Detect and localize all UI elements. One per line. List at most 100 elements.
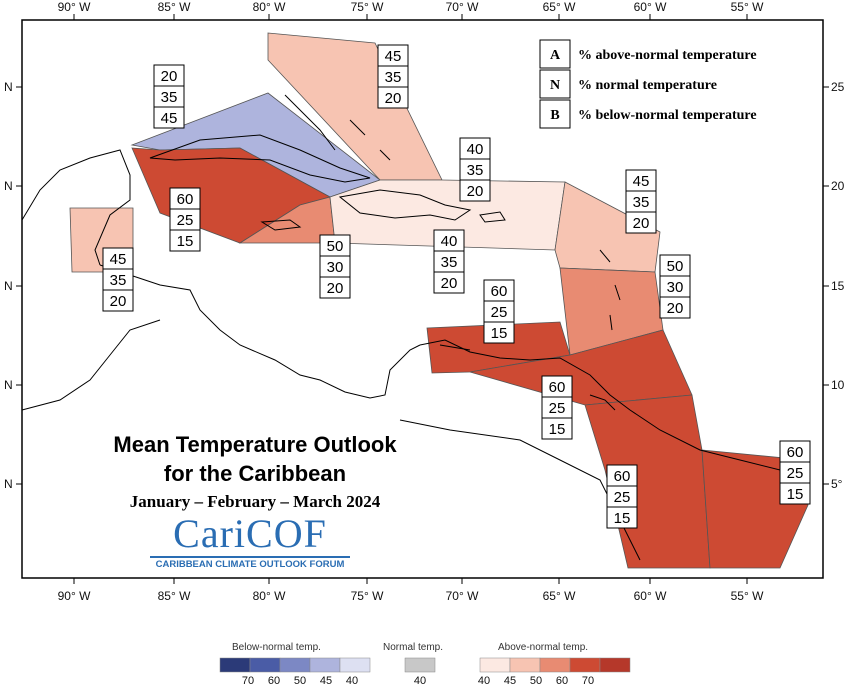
zone-box-value: 25	[177, 212, 194, 229]
axis-right-label: 5°	[831, 477, 843, 491]
zone-box-value: 60	[177, 191, 194, 208]
zone-box-value: 15	[787, 486, 804, 503]
scale-below-tick: 70	[242, 675, 254, 684]
axis-top-label: 75° W	[351, 0, 384, 14]
axis-right-label: 20	[831, 179, 845, 193]
scale-normal-tick: 40	[414, 675, 426, 684]
zone-box-value: 45	[110, 251, 127, 268]
zone-box-cell	[625, 211, 657, 234]
legend-key-box-a	[539, 39, 571, 69]
axis-top-label: 65° W	[543, 0, 576, 14]
axis-bottom-label: 75° W	[351, 589, 384, 603]
axis-left-label: N	[4, 477, 13, 491]
zone-box-value: 30	[327, 259, 344, 276]
axis-top-label: 90° W	[58, 0, 91, 14]
zone-box-value: 30	[667, 279, 684, 296]
axis-bottom-label: 65° W	[543, 589, 576, 603]
scale-above-swatch	[539, 657, 571, 673]
scale-above-tick: 60	[556, 675, 568, 684]
zone-box-value: 45	[633, 173, 650, 190]
zone-box-value: 20	[327, 280, 344, 297]
zone-box-value: 35	[161, 89, 178, 106]
scale-below-swatch	[339, 657, 371, 673]
scale-above-swatch	[569, 657, 601, 673]
axis-left-label: N	[4, 80, 13, 94]
axis-top-label: 60° W	[634, 0, 667, 14]
axis-bottom-label: 80° W	[253, 589, 286, 603]
zone-box-value: 25	[491, 304, 508, 321]
zone-box-value: 60	[614, 468, 631, 485]
axis-top-label: 55° W	[731, 0, 764, 14]
scale-above-swatch	[599, 657, 631, 673]
axis-top-label: 80° W	[253, 0, 286, 14]
zone-box-value: 50	[667, 258, 684, 275]
zone-box-cell	[153, 106, 185, 129]
axis-right-label: 10	[831, 378, 845, 392]
zone-box-value: 35	[633, 194, 650, 211]
scale-below-tick: 45	[320, 675, 332, 684]
axis-top-label: 70° W	[446, 0, 479, 14]
scale-above-tick: 70	[582, 675, 594, 684]
zone-box-cell	[102, 289, 134, 312]
axis-right-label: 15	[831, 279, 845, 293]
scale-above-tick: 45	[504, 675, 516, 684]
scale-above-swatch	[479, 657, 511, 673]
scale-below-tick: 60	[268, 675, 280, 684]
zone-box-value: 20	[161, 68, 178, 85]
zone-box-value: 20	[667, 300, 684, 317]
caricof-logo-tagline: CARIBBEAN CLIMATE OUTLOOK FORUM	[150, 556, 350, 570]
scale-below-title: Below-normal temp.	[232, 642, 321, 653]
legend-key-b: B	[550, 108, 559, 123]
zone-box-value: 20	[467, 183, 484, 200]
scale-below-swatch	[219, 657, 251, 673]
zone-box-cell	[483, 321, 515, 344]
zone-box-value: 15	[491, 325, 508, 342]
scale-above-title: Above-normal temp.	[498, 642, 589, 653]
zone-box-value: 25	[787, 465, 804, 482]
zone-box-value: 35	[467, 162, 484, 179]
legend-label-a: % above-normal temperature	[578, 48, 757, 63]
zone-box-value: 35	[441, 254, 458, 271]
axis-left: N N N N N	[4, 80, 22, 491]
zone-box-cell	[169, 229, 201, 252]
zone-box-value: 40	[441, 233, 458, 250]
scale-above-swatch	[509, 657, 541, 673]
scale-normal-title: Normal temp.	[383, 642, 444, 653]
legend-key-box-n	[539, 69, 571, 99]
scale-below-tick: 50	[294, 675, 306, 684]
coastlines	[21, 94, 811, 561]
scale-below-swatch	[309, 657, 341, 673]
zone-box-value: 60	[787, 444, 804, 461]
axis-left-label: N	[4, 279, 13, 293]
zone-box-cell	[541, 417, 573, 440]
axis-left-label: N	[4, 378, 13, 392]
zone-box-value: 15	[177, 233, 194, 250]
zone-box-cell	[606, 506, 638, 529]
axis-bottom-label: 90° W	[58, 589, 91, 603]
zone-box-value: 60	[491, 283, 508, 300]
zone-box-value: 15	[614, 510, 631, 527]
scale-above-tick: 40	[478, 675, 490, 684]
zone-box-value: 35	[385, 69, 402, 86]
caricof-logo: CariCOF CARIBBEAN CLIMATE OUTLOOK FORUM	[150, 514, 350, 570]
map-title-line2: for the Caribbean	[163, 461, 347, 486]
caricof-logo-text: CariCOF	[173, 511, 327, 556]
zones-layer	[69, 32, 809, 569]
zone-box-cell	[377, 86, 409, 109]
axis-bottom-label: 60° W	[634, 589, 667, 603]
axis-bottom-label: 55° W	[731, 589, 764, 603]
axis-bottom-label: 70° W	[446, 589, 479, 603]
zone-box-value: 50	[327, 238, 344, 255]
zone-box-value: 45	[385, 48, 402, 65]
zone-box-value: 15	[549, 421, 566, 438]
axis-left-label: N	[4, 179, 13, 193]
color-scale: 70 60 50 45 40 40 40 45 50 60 70	[219, 657, 631, 684]
scale-below-swatch	[249, 657, 281, 673]
scale-below-tick: 40	[346, 675, 358, 684]
axis-top: 90° W 85° W 80° W 75° W 70° W 65° W 60° W 55° W	[58, 0, 764, 20]
scale-above-tick: 50	[530, 675, 542, 684]
axis-right: 25 20 15 10 5°	[823, 80, 845, 491]
zone-box-value: 60	[549, 379, 566, 396]
zone-box-value: 45	[161, 110, 178, 127]
